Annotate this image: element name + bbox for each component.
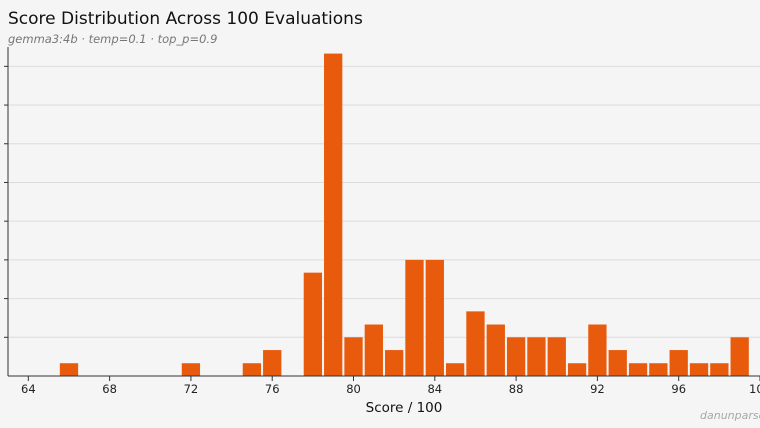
watermark: danunparse bbox=[700, 409, 760, 422]
bar-score-87 bbox=[486, 324, 505, 376]
x-axis-label: Score / 100 bbox=[366, 400, 443, 416]
bar-score-90 bbox=[547, 337, 566, 376]
y-axis-ticks bbox=[4, 65, 8, 338]
bar-score-78 bbox=[303, 272, 323, 376]
bar-score-97 bbox=[689, 363, 709, 376]
bar-score-76 bbox=[263, 350, 282, 376]
bar-score-75 bbox=[242, 363, 262, 376]
bar-score-80 bbox=[344, 337, 363, 376]
x-tick-label: 76 bbox=[265, 382, 280, 396]
bar-score-82 bbox=[385, 350, 404, 376]
x-tick-label: 84 bbox=[427, 382, 442, 396]
x-axis-ticks: 64 68 72 76 80 84 88 92 96 100 bbox=[21, 376, 760, 396]
x-tick-label: 72 bbox=[184, 382, 199, 396]
bars bbox=[59, 53, 749, 376]
gridlines bbox=[8, 65, 760, 338]
x-tick-label: 80 bbox=[346, 382, 361, 396]
x-tick-label: 92 bbox=[590, 382, 605, 396]
bar-score-96 bbox=[669, 350, 688, 376]
bar-score-85 bbox=[445, 363, 465, 376]
x-tick-label: 68 bbox=[102, 382, 117, 396]
bar-score-89 bbox=[527, 337, 546, 376]
bar-score-66 bbox=[59, 363, 79, 376]
bar-score-99 bbox=[730, 337, 749, 376]
bar-score-94 bbox=[628, 363, 648, 376]
bar-score-81 bbox=[364, 324, 383, 376]
bar-score-95 bbox=[649, 363, 668, 376]
x-tick-label: 88 bbox=[509, 382, 524, 396]
bar-score-79 bbox=[324, 53, 343, 376]
bar-score-84 bbox=[425, 259, 444, 376]
bar-score-92 bbox=[588, 324, 607, 376]
bar-score-83 bbox=[405, 259, 424, 376]
x-tick-label: 96 bbox=[671, 382, 686, 396]
chart-title: Score Distribution Across 100 Evaluation… bbox=[8, 9, 363, 29]
chart-subtitle: gemma3:4b · temp=0.1 · top_p=0.9 bbox=[8, 32, 218, 46]
bar-score-93 bbox=[608, 350, 627, 376]
x-tick-label: 64 bbox=[21, 382, 36, 396]
x-tick-label: 100 bbox=[749, 382, 760, 396]
bar-score-98 bbox=[710, 363, 729, 376]
bar-score-88 bbox=[506, 337, 526, 376]
bar-score-86 bbox=[466, 311, 485, 376]
bar-score-72 bbox=[181, 363, 201, 376]
bar-score-91 bbox=[567, 363, 587, 376]
